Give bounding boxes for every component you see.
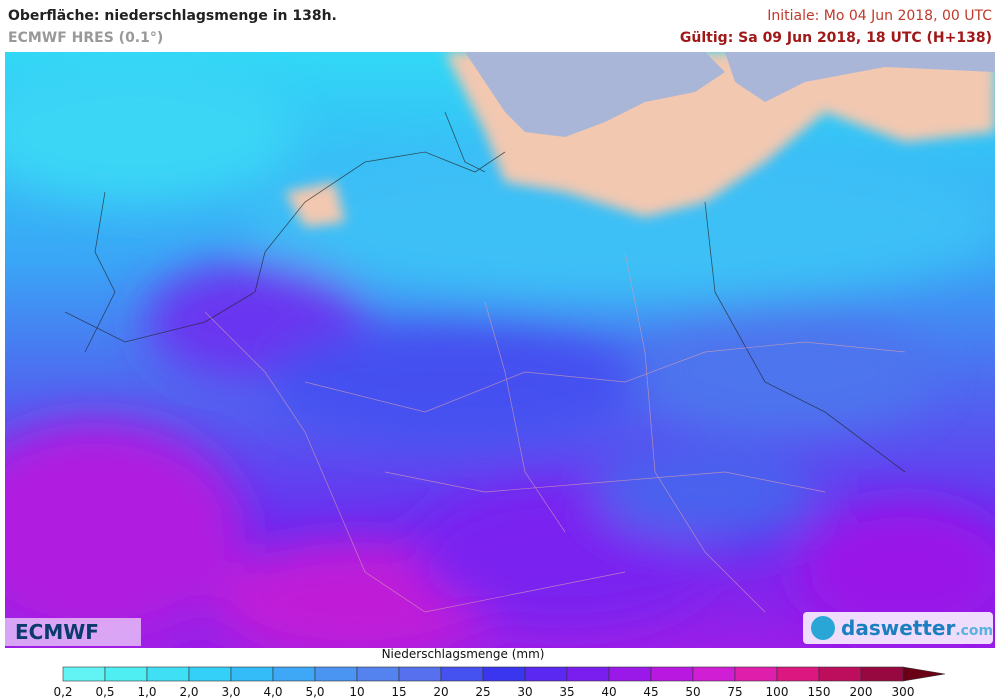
legend-label: 5,0	[305, 685, 324, 699]
legend-swatch	[608, 666, 652, 682]
legend-label: 2,0	[179, 685, 198, 699]
legend-label: 4,0	[263, 685, 282, 699]
legend-label: 10	[349, 685, 364, 699]
legend-title: Niederschlagsmenge (mm)	[382, 647, 545, 661]
legend-label: 0,2	[53, 685, 72, 699]
legend-label: 300	[892, 685, 915, 699]
daswetter-logo: daswetter.com	[841, 616, 993, 640]
legend-swatch	[440, 666, 484, 682]
legend-label: 100	[766, 685, 789, 699]
legend-label: 20	[433, 685, 448, 699]
ecmwf-logo: ECMWF	[15, 620, 99, 644]
legend-swatch	[818, 666, 862, 682]
legend-label: 200	[850, 685, 873, 699]
legend-label: 75	[727, 685, 742, 699]
legend-swatch	[566, 666, 610, 682]
precipitation-map: ECMWF daswetter.com	[5, 52, 995, 648]
legend-overflow-arrow	[902, 666, 946, 682]
legend-swatch	[146, 666, 190, 682]
legend-swatch	[776, 666, 820, 682]
map-title: Oberfläche: niederschlagsmenge in 138h.	[8, 8, 337, 24]
model-name: ECMWF HRES (0.1°)	[8, 30, 164, 46]
legend-swatch	[650, 666, 694, 682]
legend: Niederschlagsmenge (mm) 0,2 0,5 1,0 2,0 3,0 4…	[53, 647, 946, 699]
legend-swatch	[188, 666, 232, 682]
legend-label: 40	[601, 685, 616, 699]
legend-swatch	[314, 666, 358, 682]
legend-label: 1,0	[137, 685, 156, 699]
legend-swatch	[482, 666, 526, 682]
legend-label: 35	[559, 685, 574, 699]
legend-label: 25	[475, 685, 490, 699]
legend-label: 50	[685, 685, 700, 699]
valid-time: Gültig: Sa 09 Jun 2018, 18 UTC (H+138)	[679, 30, 992, 46]
logo-name: daswetter	[841, 616, 955, 640]
legend-swatch	[692, 666, 736, 682]
legend-swatch	[860, 666, 904, 682]
legend-swatch	[104, 666, 148, 682]
legend-label: 30	[517, 685, 532, 699]
legend-swatch	[398, 666, 442, 682]
legend-swatch	[230, 666, 274, 682]
legend-label: 45	[643, 685, 658, 699]
initial-time: Initiale: Mo 04 Jun 2018, 00 UTC	[767, 8, 992, 24]
legend-label: 0,5	[95, 685, 114, 699]
legend-label: 3,0	[221, 685, 240, 699]
legend-swatch	[524, 666, 568, 682]
legend-label: 150	[808, 685, 831, 699]
legend-swatch	[272, 666, 316, 682]
legend-swatch	[356, 666, 400, 682]
logo-suffix: .com	[955, 623, 993, 639]
legend-swatch	[734, 666, 778, 682]
legend-swatch	[62, 666, 106, 682]
legend-label: 15	[391, 685, 406, 699]
